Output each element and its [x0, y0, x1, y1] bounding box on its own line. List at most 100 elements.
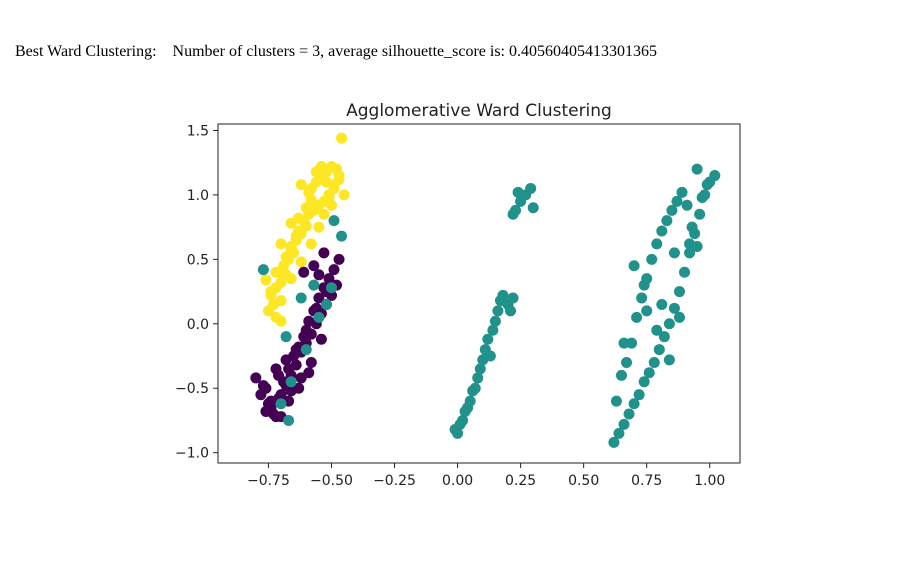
data-point-series-2: [492, 305, 504, 317]
data-point-series-2: [638, 376, 650, 388]
data-point-series-0: [275, 295, 287, 307]
data-point-series-2: [328, 215, 340, 227]
x-tick-label: 0.50: [568, 473, 599, 489]
x-tick-label: −0.25: [373, 473, 416, 489]
data-point-series-2: [673, 311, 685, 323]
plot-frame: [217, 123, 741, 464]
data-point-series-1: [283, 363, 295, 375]
data-point-series-2: [325, 282, 337, 294]
data-point-series-1: [280, 354, 292, 366]
x-tick-label: −0.75: [247, 473, 290, 489]
data-point-series-1: [273, 369, 285, 381]
data-point-series-2: [671, 195, 683, 207]
data-point-series-2: [684, 247, 696, 259]
data-point-series-1: [300, 324, 312, 336]
data-point-series-1: [298, 266, 310, 278]
data-point-series-0: [285, 243, 297, 255]
data-point-series-0: [338, 189, 350, 201]
data-point-series-2: [472, 372, 484, 384]
data-point-series-2: [661, 215, 673, 227]
data-point-series-2: [676, 186, 688, 198]
y-axis: −1.0 −0.5 0.0 0.5 1.0 1.5: [175, 123, 218, 462]
data-point-series-2: [638, 279, 650, 291]
data-point-series-1: [305, 356, 317, 368]
x-tick-label: −0.50: [310, 473, 353, 489]
data-point-series-2: [694, 208, 706, 220]
y-tick-label: 1.0: [187, 188, 209, 204]
data-point-series-2: [648, 356, 660, 368]
data-point-series-2: [651, 324, 663, 336]
data-point-series-0: [318, 208, 330, 220]
data-point-series-2: [658, 331, 670, 343]
data-point-series-0: [313, 221, 325, 233]
data-point-series-2: [308, 279, 320, 291]
data-point-series-2: [527, 202, 539, 214]
data-point-series-0: [295, 179, 307, 191]
data-point-series-2: [313, 311, 325, 323]
data-point-series-1: [303, 315, 315, 327]
data-point-series-2: [623, 408, 635, 420]
data-point-series-2: [668, 302, 680, 314]
data-point-series-2: [452, 427, 464, 439]
data-point-series-1: [315, 333, 327, 345]
data-point-series-2: [673, 286, 685, 298]
data-point-series-2: [696, 191, 708, 203]
data-point-series-1: [308, 260, 320, 272]
data-point-series-0: [295, 256, 307, 268]
data-point-series-0: [331, 163, 343, 175]
data-point-series-2: [663, 354, 675, 366]
x-tick-label: 0.25: [505, 473, 536, 489]
data-point-series-2: [663, 318, 675, 330]
data-point-series-0: [262, 305, 274, 317]
data-point-series-2: [646, 253, 658, 265]
data-point-series-2: [621, 356, 633, 368]
x-axis: −0.75 −0.50 −0.25 0.00 0.25 0.50 0.75 1.00: [247, 463, 725, 489]
data-point-series-1: [290, 344, 302, 356]
data-point-series-2: [651, 238, 663, 250]
data-point-series-2: [474, 363, 486, 375]
data-point-series-1: [303, 367, 315, 379]
data-point-series-0: [285, 273, 297, 285]
data-point-series-0: [275, 315, 287, 327]
data-point-series-2: [631, 311, 643, 323]
data-point-series-2: [300, 344, 312, 356]
data-point-series-2: [285, 376, 297, 388]
data-point-series-1: [328, 264, 340, 276]
data-point-series-2: [656, 225, 668, 237]
data-point-series-2: [668, 247, 680, 259]
data-point-series-2: [656, 298, 668, 310]
data-point-series-2: [686, 221, 698, 233]
data-point-series-2: [497, 289, 509, 301]
data-point-series-2: [615, 369, 627, 381]
data-point-series-0: [320, 176, 332, 188]
data-point-series-2: [489, 315, 501, 327]
data-point-series-0: [290, 230, 302, 242]
data-point-series-1: [293, 382, 305, 394]
data-point-series-0: [265, 286, 277, 298]
y-tick-label: 0.5: [187, 252, 209, 268]
data-point-series-2: [626, 337, 638, 349]
data-point-series-0: [325, 199, 337, 211]
data-point-series-2: [610, 395, 622, 407]
data-point-series-0: [336, 132, 348, 144]
data-point-series-1: [260, 382, 272, 394]
data-point-series-2: [679, 266, 691, 278]
data-point-series-1: [265, 402, 277, 414]
data-point-series-2: [525, 182, 537, 194]
data-point-series-2: [684, 238, 696, 250]
data-point-series-2: [507, 208, 519, 220]
data-point-series-2: [295, 292, 307, 304]
data-point-series-2: [484, 350, 496, 362]
data-point-series-2: [628, 260, 640, 272]
data-point-series-2: [681, 199, 693, 211]
data-point-series-2: [283, 414, 295, 426]
data-point-series-2: [320, 298, 332, 310]
data-point-series-2: [280, 331, 292, 343]
data-point-series-1: [333, 253, 345, 265]
data-point-series-2: [454, 418, 466, 430]
data-point-series-2: [487, 324, 499, 336]
data-point-series-2: [512, 186, 524, 198]
data-point-series-2: [666, 204, 678, 216]
data-point-series-2: [257, 264, 269, 276]
